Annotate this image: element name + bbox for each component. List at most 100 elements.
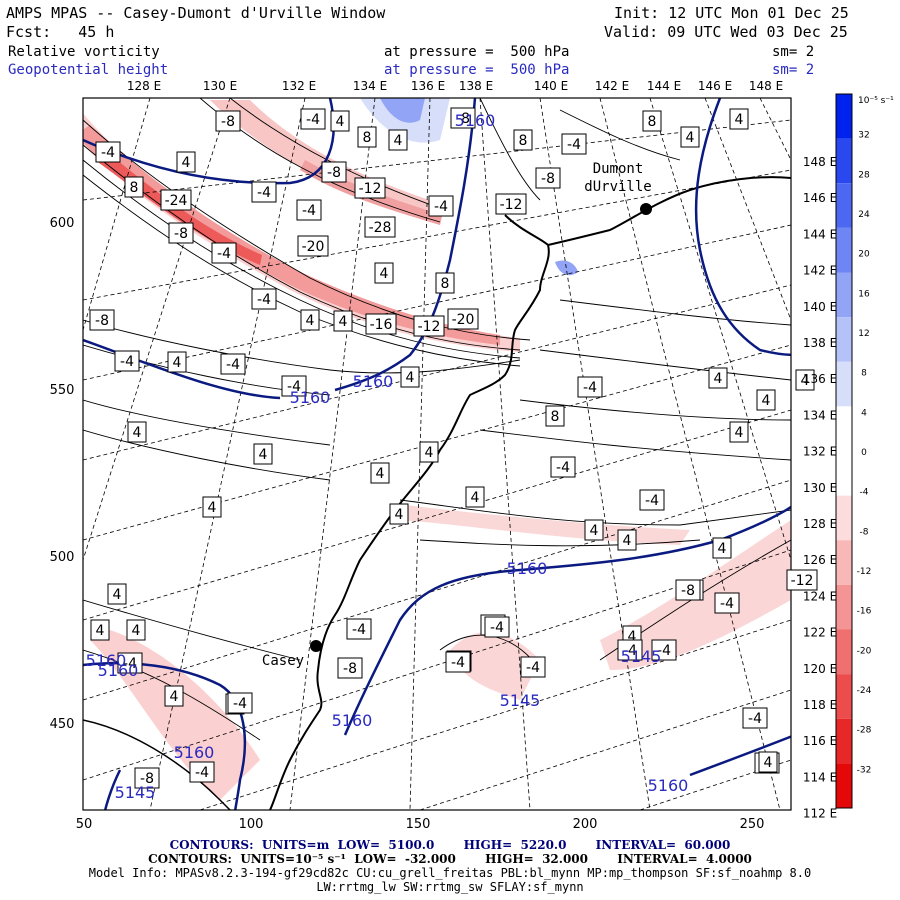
vorticity-label-text: 4 — [376, 466, 385, 482]
colorbar-segment — [836, 674, 852, 719]
vorticity-label: -4 — [550, 456, 576, 478]
vorticity-label-text: 8 — [363, 130, 372, 146]
vorticity-label: -4 — [484, 616, 510, 638]
vorticity-label: 4 — [107, 583, 127, 605]
height-labels: 5160516051605160516051605160514551455145… — [86, 111, 689, 802]
vorticity-label: 8 — [435, 272, 455, 294]
longitude-top-label: 148 E — [749, 79, 783, 93]
colorbar-label: -16 — [857, 607, 872, 617]
colorbar-label: 20 — [858, 250, 870, 260]
vorticity-label: 4 — [729, 421, 749, 443]
vorticity-label: -4 — [95, 141, 121, 163]
vorticity-label: -8 — [89, 309, 115, 331]
colorbar-label: 0 — [861, 448, 867, 458]
colorbar-label: -24 — [857, 686, 872, 696]
vorticity-label-text: -4 — [123, 656, 137, 672]
colorbar-label: 4 — [861, 408, 867, 418]
vorticity-label: 8 — [124, 176, 144, 198]
vorticity-label-text: 4 — [686, 130, 695, 146]
vorticity-label: -4 — [651, 639, 677, 661]
longitude-right-label: 134 E — [803, 408, 837, 422]
colorbar-label: -12 — [857, 567, 872, 577]
colorbar-segment — [836, 495, 852, 541]
vorticity-label-text: -12 — [359, 181, 382, 197]
vorticity-label: -4 — [251, 288, 277, 310]
vorticity-label-text: -12 — [418, 319, 441, 335]
field2-level: at pressure = 500 hPa — [384, 62, 570, 78]
colorbar-segment — [836, 361, 852, 407]
vorticity-label-text: 4 — [714, 371, 723, 387]
height-contours — [83, 98, 791, 810]
vorticity-label: 8 — [357, 126, 377, 148]
vorticity-label: -4 — [189, 761, 215, 783]
x-tick-label: 150 — [406, 817, 431, 832]
height-label: 5160 — [86, 651, 127, 670]
vorticity-label-text: -4 — [101, 145, 115, 161]
casey-label: Casey — [262, 653, 304, 669]
y-tick-label: 450 — [50, 717, 75, 732]
vorticity-shading-positive-core — [380, 98, 425, 123]
vorticity-label: 4 — [127, 421, 147, 443]
vorticity-label: -24 — [160, 189, 192, 211]
colorbar-segment — [836, 584, 852, 630]
vorticity-label: -4 — [714, 592, 740, 614]
longitude-right-label: 126 E — [803, 553, 837, 567]
longitude-top-label: 144 E — [647, 79, 681, 93]
vorticity-label: 8 — [545, 405, 565, 427]
vorticity-label-text: 4 — [208, 500, 217, 516]
x-tick-label: 50 — [76, 817, 93, 832]
coastline-southwest — [83, 719, 231, 810]
colorbar-label: -20 — [857, 646, 872, 656]
x-tick-label: 200 — [573, 817, 598, 832]
vorticity-label-text: -4 — [257, 185, 271, 201]
vorticity-label: 4 — [756, 389, 776, 411]
longitude-top-label: 130 E — [203, 79, 237, 93]
vorticity-label-text: -4 — [623, 643, 637, 659]
vorticity-label: 4 — [708, 367, 728, 389]
vorticity-label-text: -4 — [257, 292, 271, 308]
colorbar-label: 24 — [858, 210, 870, 220]
colorbar-segment — [836, 183, 852, 228]
vorticity-label-text: 4 — [336, 114, 345, 130]
vorticity-label-text: 4 — [471, 490, 480, 506]
colorbar-segment — [836, 94, 852, 139]
vorticity-label-text: -28 — [369, 220, 392, 236]
colorbar-segment — [836, 317, 852, 362]
longitude-right-label: 144 E — [803, 227, 837, 241]
vorticity-label: 4 — [202, 496, 222, 518]
vorticity-label-text: 4 — [762, 393, 771, 409]
vorticity-label: 4 — [680, 126, 700, 148]
vorticity-label-text: 4 — [628, 629, 637, 645]
forecast-hour: Fcst: 45 h — [6, 23, 115, 41]
vorticity-label: -20 — [297, 235, 329, 257]
longitude-right-label: 136 E — [803, 372, 837, 386]
vorticity-label: -12 — [786, 569, 818, 591]
longitude-right-label: 112 E — [803, 807, 837, 821]
longitude-top-label: 142 E — [595, 79, 629, 93]
height-label: 5145 — [621, 647, 662, 666]
colorbar-unit: 10⁻⁵ s⁻¹ — [858, 96, 894, 106]
longitude-right-label: 114 E — [803, 770, 837, 784]
vorticity-label-text: 4 — [173, 355, 182, 371]
colorbar-label: 8 — [861, 369, 867, 379]
vorticity-label-text: -8 — [174, 226, 188, 242]
vorticity-label: -4 — [445, 651, 471, 673]
vorticity-label: -4 — [561, 133, 587, 155]
colorbar-label: -28 — [857, 726, 872, 736]
colorbar-segment — [836, 138, 852, 184]
vorticity-label-text: -4 — [352, 622, 366, 638]
vorticity-label-text: 4 — [170, 689, 179, 705]
dumont-label: dUrville — [584, 179, 651, 195]
vorticity-label-text: 8 — [519, 133, 528, 149]
vorticity-label-text: 4 — [735, 425, 744, 441]
vorticity-label-text: 8 — [551, 409, 560, 425]
colorbar-segment — [836, 406, 852, 451]
y-tick-label: 550 — [50, 383, 75, 398]
vorticity-label-text: -4 — [583, 380, 597, 396]
longitude-right-label: 128 E — [803, 517, 837, 531]
longitude-right-label: 130 E — [803, 481, 837, 495]
height-label: 5145 — [500, 691, 541, 710]
vorticity-label-text: -8 — [681, 583, 695, 599]
vorticity-label-text: 4 — [764, 755, 773, 771]
vorticity-label-text: 4 — [406, 370, 415, 386]
